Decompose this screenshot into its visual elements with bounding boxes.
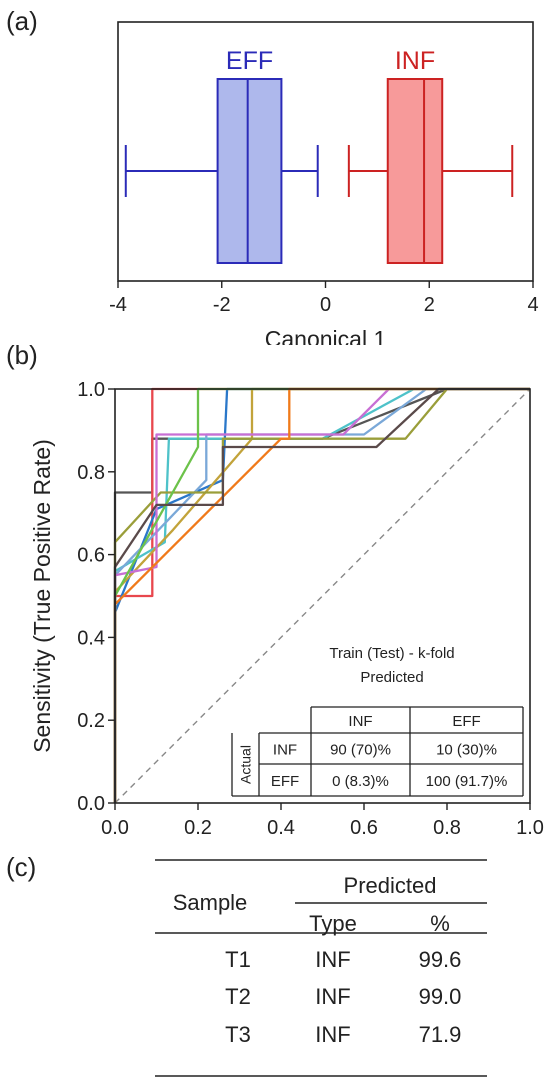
x-tick-label: -2 [213,294,231,316]
y-tick-label: 0.0 [77,793,105,815]
roc-chart: 0.00.20.40.60.81.00.00.20.40.60.81.01-Sp… [29,379,544,839]
x-tick-label: 0.4 [267,817,295,839]
table-cell-type: INF [315,984,350,1009]
table-group-header: Predicted [344,873,437,898]
roc-curve-7 [113,387,530,803]
x-tick-label: 0.2 [184,817,212,839]
y-tick-label: 0.8 [77,462,105,484]
eff-label: EFF [226,47,273,75]
inset-table-row-label: EFF [271,773,299,790]
table-cell-type: INF [315,1022,350,1047]
inset-table-title: Train (Test) - k-fold [329,645,454,662]
x-tick-label: 4 [527,294,538,316]
roc-curve-11 [113,387,530,803]
y-tick-label: 0.4 [77,627,105,649]
x-tick-label: 0.8 [433,817,461,839]
y-tick-label: 0.6 [77,545,105,567]
x-tick-label: 0 [320,294,331,316]
inset-table-row-label: INF [273,742,297,759]
panel-label-b: (b) [6,340,38,370]
table-cell-sample: T1 [225,947,251,972]
boxplot-chart: -4 -2 0 2 4 Canonical 1 EFF INF [109,21,539,345]
y-tick-label: 0.2 [77,710,105,732]
inset-table-col-header: EFF [452,713,480,730]
plot-frame [117,21,534,282]
plot-frame [114,388,531,804]
x-tick-label: 0.0 [101,817,129,839]
inset-table-cell: 10 (30)% [436,742,497,759]
table-cell-sample: T3 [225,1022,251,1047]
table-cell-percent: 99.0 [419,984,462,1009]
table-header-sample: Sample [173,890,248,915]
x-tick-label: 2 [424,294,435,316]
inset-table-subtitle: Predicted [360,669,423,686]
table-header-type: Type [309,911,357,936]
inset-table-row-header: Actual [238,745,254,784]
diagonal-reference-line [114,388,531,804]
x-tick-label: -4 [109,294,127,316]
table-cell-percent: 99.6 [419,947,462,972]
x-tick-label: 1.0 [516,817,544,839]
x-tick-label: 0.6 [350,817,378,839]
inf-label: INF [395,47,435,75]
inset-table-cell: 90 (70)% [330,742,391,759]
table-cell-sample: T2 [225,984,251,1009]
panel-label-c: (c) [6,852,37,882]
inset-table-cell: 0 (8.3)% [332,773,389,790]
prediction-table: Predicted Sample Type % T1 INF 99.6 T2 INF 99.0 T3… [155,859,487,1077]
eff-box [216,78,283,264]
panel-label-a: (a) [6,6,38,36]
table-cell-type: INF [315,947,350,972]
table-header-percent: % [430,911,450,936]
x-axis-label: Canonical 1 [265,326,386,345]
inset-table-cell: 100 (91.7)% [426,773,508,790]
y-axis-label: Sensitivity (True Positive Rate) [29,439,55,753]
y-tick-label: 1.0 [77,379,105,401]
table-cell-percent: 71.9 [419,1022,462,1047]
inset-table-col-header: INF [348,713,372,730]
inf-box [386,78,444,264]
